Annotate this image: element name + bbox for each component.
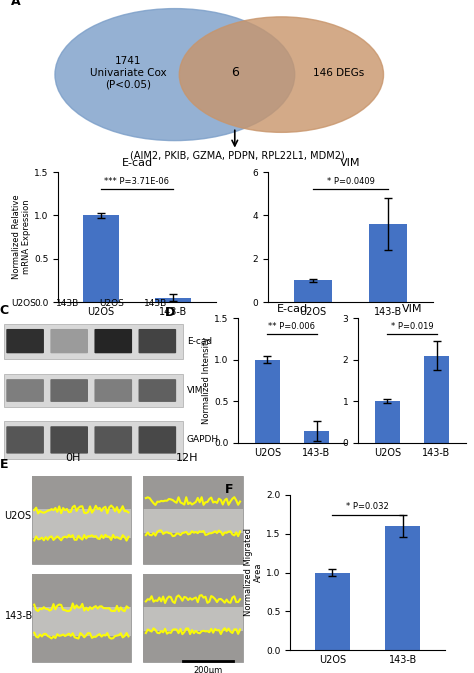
Text: * P=0.0409: * P=0.0409 — [327, 176, 374, 186]
Y-axis label: Normalized Relative
mRNA Expression: Normalized Relative mRNA Expression — [12, 194, 31, 279]
FancyBboxPatch shape — [50, 329, 88, 353]
Text: E-cad: E-cad — [187, 336, 212, 346]
Text: U2OS: U2OS — [4, 511, 32, 521]
Bar — [83, 215, 119, 302]
Text: GAPDH: GAPDH — [187, 435, 219, 444]
Bar — [315, 573, 350, 650]
FancyBboxPatch shape — [143, 476, 243, 509]
FancyBboxPatch shape — [6, 379, 44, 402]
FancyBboxPatch shape — [32, 635, 131, 662]
FancyBboxPatch shape — [138, 426, 176, 454]
FancyBboxPatch shape — [32, 476, 131, 564]
Title: VIM: VIM — [402, 304, 422, 314]
FancyBboxPatch shape — [4, 421, 182, 459]
Ellipse shape — [55, 9, 295, 141]
Text: F: F — [225, 483, 233, 495]
FancyBboxPatch shape — [143, 533, 243, 564]
FancyBboxPatch shape — [6, 426, 44, 454]
Text: 146 DEGs: 146 DEGs — [313, 68, 365, 78]
Text: 12H: 12H — [175, 453, 198, 463]
Bar — [155, 297, 191, 302]
Text: * P=0.019: * P=0.019 — [391, 322, 433, 331]
Text: 143-B: 143-B — [4, 611, 33, 621]
Bar — [369, 224, 407, 302]
FancyBboxPatch shape — [50, 379, 88, 402]
FancyBboxPatch shape — [94, 426, 132, 454]
Text: U2OS: U2OS — [11, 299, 36, 308]
Bar — [304, 431, 329, 443]
FancyBboxPatch shape — [4, 374, 182, 407]
Title: VIM: VIM — [340, 158, 361, 168]
FancyBboxPatch shape — [138, 379, 176, 402]
Text: 143B: 143B — [56, 299, 79, 308]
Text: VIM: VIM — [187, 386, 203, 395]
Text: ** P=0.006: ** P=0.006 — [268, 322, 316, 331]
Bar — [385, 526, 420, 650]
Title: E-cad: E-cad — [276, 304, 308, 314]
FancyBboxPatch shape — [94, 379, 132, 402]
Text: 6: 6 — [231, 67, 239, 79]
Text: 143B: 143B — [144, 299, 167, 308]
FancyBboxPatch shape — [4, 324, 182, 359]
Bar — [294, 281, 332, 302]
Bar — [255, 359, 280, 443]
FancyBboxPatch shape — [32, 574, 131, 662]
Text: *** P=3.71E-06: *** P=3.71E-06 — [104, 176, 170, 186]
Ellipse shape — [179, 17, 383, 133]
FancyBboxPatch shape — [143, 574, 243, 608]
FancyBboxPatch shape — [143, 631, 243, 662]
Text: 0H: 0H — [65, 453, 81, 463]
Text: D: D — [164, 306, 175, 318]
FancyBboxPatch shape — [143, 476, 243, 564]
Y-axis label: Normalized Migrated
Area: Normalized Migrated Area — [244, 528, 263, 616]
FancyBboxPatch shape — [143, 574, 243, 662]
FancyBboxPatch shape — [50, 426, 88, 454]
Text: U2OS: U2OS — [99, 299, 124, 308]
Text: (AIM2, PKIB, GZMA, PDPN, RPL22L1, MDM2): (AIM2, PKIB, GZMA, PDPN, RPL22L1, MDM2) — [129, 150, 345, 160]
Bar — [424, 355, 449, 443]
FancyBboxPatch shape — [32, 538, 131, 564]
FancyBboxPatch shape — [94, 329, 132, 353]
FancyBboxPatch shape — [32, 476, 131, 509]
Text: A: A — [10, 0, 20, 8]
Text: C: C — [0, 304, 9, 317]
Title: E-cad: E-cad — [121, 158, 153, 168]
FancyBboxPatch shape — [138, 329, 176, 353]
Bar — [375, 401, 400, 443]
Text: E: E — [0, 458, 8, 471]
FancyBboxPatch shape — [6, 329, 44, 353]
Text: 200μm: 200μm — [193, 666, 222, 673]
Y-axis label: Normalized Intensity: Normalized Intensity — [202, 337, 211, 424]
Text: * P=0.032: * P=0.032 — [346, 502, 389, 511]
Text: 1741
Univariate Cox
(P<0.05): 1741 Univariate Cox (P<0.05) — [90, 57, 166, 90]
FancyBboxPatch shape — [32, 574, 131, 608]
